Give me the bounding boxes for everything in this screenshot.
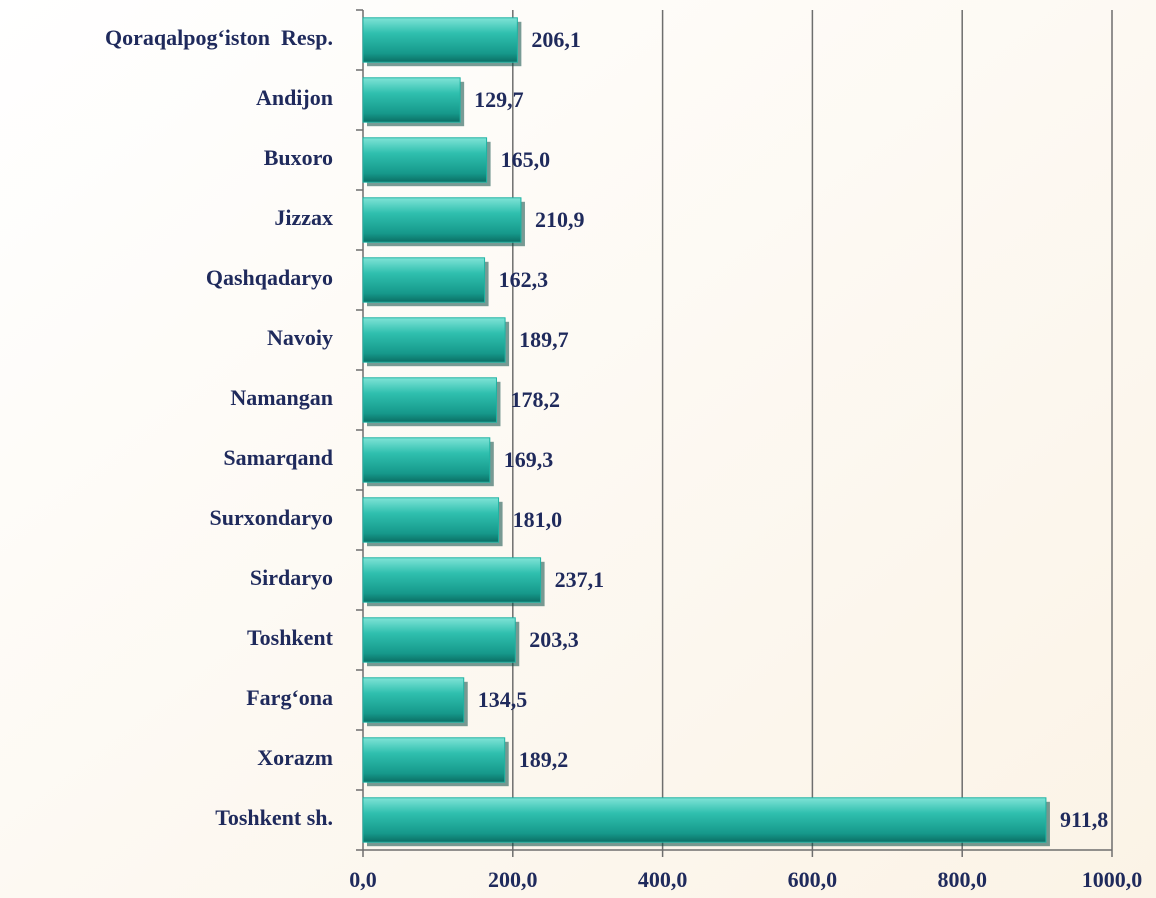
- y-tick-label: Xorazm: [257, 745, 333, 770]
- value-label: 206,1: [531, 27, 581, 52]
- x-tick-label: 1000,0: [1082, 867, 1143, 892]
- bar: [363, 198, 521, 242]
- x-tick-label: 800,0: [937, 867, 987, 892]
- value-label: 210,9: [535, 207, 585, 232]
- y-tick-label: Toshkent sh.: [215, 805, 333, 830]
- x-tick-label: 200,0: [488, 867, 538, 892]
- value-label: 178,2: [510, 387, 560, 412]
- bar: [363, 558, 541, 602]
- value-label: 129,7: [474, 87, 523, 112]
- y-tick-label: Toshkent: [247, 625, 334, 650]
- value-label: 189,7: [519, 327, 569, 352]
- value-label: 134,5: [478, 687, 527, 712]
- value-label: 237,1: [555, 567, 605, 592]
- bar: [363, 438, 490, 482]
- bar: [363, 618, 515, 662]
- bar: [363, 78, 460, 122]
- page: {"chart_data": {"type": "bar", "orientat…: [0, 0, 1156, 898]
- bar: [363, 18, 517, 62]
- y-tick-label: Sirdaryo: [250, 565, 333, 590]
- y-tick-label: Namangan: [230, 385, 333, 410]
- y-tick-label: Surxondaryo: [210, 505, 333, 530]
- bar: [363, 138, 487, 182]
- background: [0, 0, 1156, 898]
- y-tick-label: Jizzax: [274, 205, 333, 230]
- x-tick-label: 0,0: [349, 867, 377, 892]
- chart: 0,0 200,0 400,0 600,0 800,0 1000,0 Qoraqalpog‘…: [0, 0, 1156, 898]
- value-label: 189,2: [519, 747, 569, 772]
- x-tick-label: 400,0: [638, 867, 688, 892]
- y-tick-label: Buxoro: [264, 145, 333, 170]
- bar: [363, 738, 505, 782]
- y-tick-label: Qoraqalpog‘iston Resp.: [105, 25, 333, 50]
- y-tick-label: Samarqand: [223, 445, 333, 470]
- value-label: 169,3: [504, 447, 553, 472]
- value-label: 911,8: [1060, 807, 1108, 832]
- bar: [363, 798, 1046, 842]
- y-tick-label: Navoiy: [267, 325, 333, 350]
- y-tick-label: Qashqadaryo: [206, 265, 333, 290]
- value-label: 162,3: [499, 267, 549, 292]
- y-tick-label: Andijon: [256, 85, 333, 110]
- bar: [363, 498, 499, 542]
- bar: [363, 258, 485, 302]
- x-tick-label: 600,0: [788, 867, 838, 892]
- bar: [363, 378, 496, 422]
- value-label: 203,3: [529, 627, 579, 652]
- y-tick-label: Farg‘ona: [246, 685, 333, 710]
- bar: [363, 318, 505, 362]
- value-label: 181,0: [513, 507, 563, 532]
- value-label: 165,0: [501, 147, 550, 172]
- bar: [363, 678, 464, 722]
